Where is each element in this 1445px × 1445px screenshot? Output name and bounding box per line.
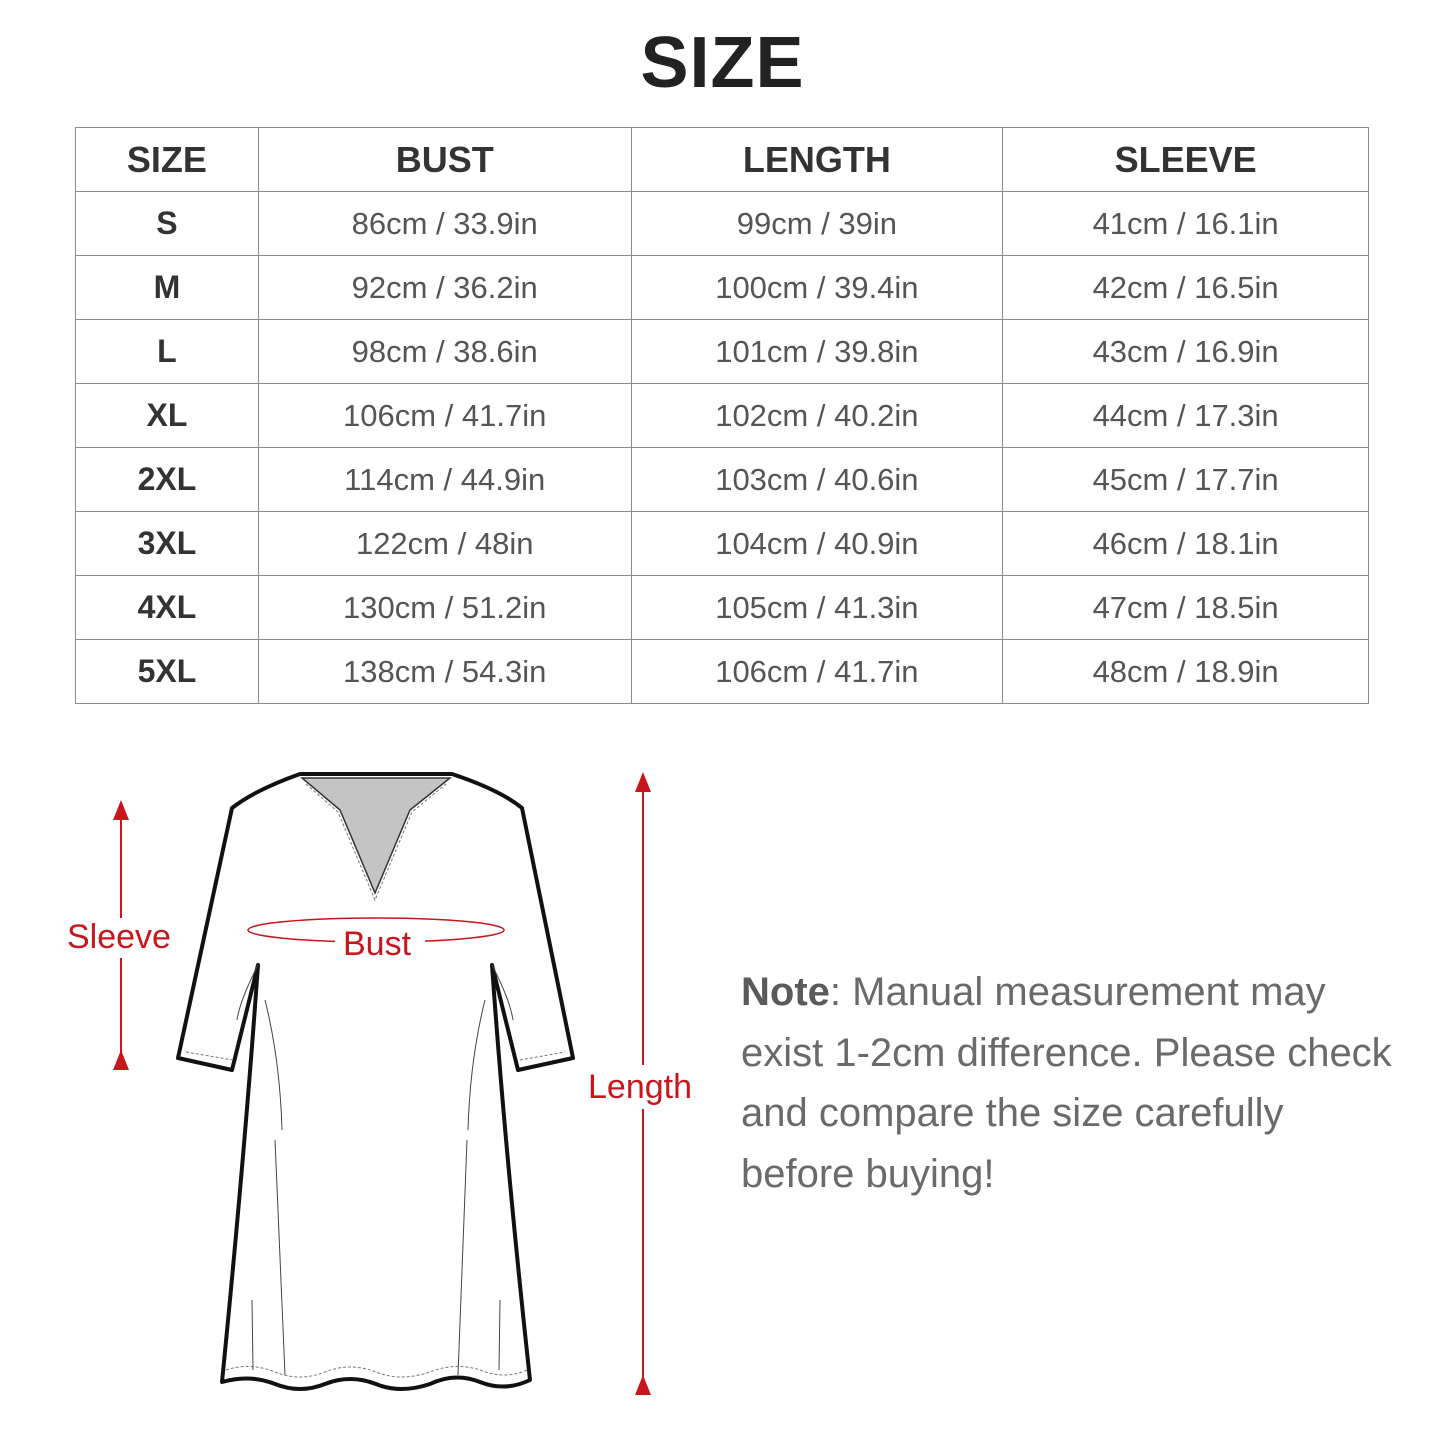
dress-outline xyxy=(176,772,575,1391)
length-label: Length xyxy=(588,1068,692,1106)
bust-cell: 98cm / 38.6in xyxy=(257,319,632,384)
table-row: 2XL 114cm / 44.9in 103cm / 40.6in 45cm / 17… xyxy=(75,447,1369,512)
sleeve-cell: 41cm / 16.1in xyxy=(1002,191,1369,256)
length-cell: 103cm / 40.6in xyxy=(630,447,1004,512)
note-body: : Manual measurement may exist 1-2cm dif… xyxy=(741,970,1392,1196)
bust-label: Bust xyxy=(343,925,412,963)
table-row: L 98cm / 38.6in 101cm / 39.8in 43cm / 16.9i… xyxy=(75,319,1369,384)
sleeve-cell: 42cm / 16.5in xyxy=(1002,255,1369,320)
stitching xyxy=(185,783,566,1378)
sleeve-label: Sleeve xyxy=(67,918,171,956)
size-cell: S xyxy=(75,191,259,256)
sleeve-cell: 43cm / 16.9in xyxy=(1002,319,1369,384)
header-size: SIZE xyxy=(75,127,259,192)
sleeve-cell: 46cm / 18.1in xyxy=(1002,511,1369,576)
bust-cell: 92cm / 36.2in xyxy=(257,255,632,320)
length-cell: 104cm / 40.9in xyxy=(630,511,1004,576)
length-cell: 100cm / 39.4in xyxy=(630,255,1004,320)
size-cell: 5XL xyxy=(75,639,259,704)
size-cell: 4XL xyxy=(75,575,259,640)
size-cell: L xyxy=(75,319,259,384)
size-cell: 3XL xyxy=(75,511,259,576)
bust-cell: 130cm / 51.2in xyxy=(257,575,632,640)
table-row: 3XL 122cm / 48in 104cm / 40.9in 46cm / 18.1… xyxy=(75,511,1369,576)
header-sleeve: SLEEVE xyxy=(1002,127,1369,192)
length-cell: 99cm / 39in xyxy=(630,191,1004,256)
table-row: M 92cm / 36.2in 100cm / 39.4in 42cm / 16.5i… xyxy=(75,255,1369,320)
length-cell: 106cm / 41.7in xyxy=(630,639,1004,704)
fold-lines xyxy=(236,964,514,1376)
note-text: Note: Manual measurement may exist 1-2cm… xyxy=(741,962,1401,1204)
page-title: SIZE xyxy=(640,23,805,103)
bust-cell: 138cm / 54.3in xyxy=(257,639,632,704)
sleeve-cell: 47cm / 18.5in xyxy=(1002,575,1369,640)
length-cell: 102cm / 40.2in xyxy=(630,383,1004,448)
size-cell: XL xyxy=(75,383,259,448)
length-cell: 101cm / 39.8in xyxy=(630,319,1004,384)
header-length: LENGTH xyxy=(630,127,1004,192)
bust-cell: 122cm / 48in xyxy=(257,511,632,576)
sleeve-cell: 48cm / 18.9in xyxy=(1002,639,1369,704)
note-label: Note xyxy=(741,970,830,1014)
table-row: S 86cm / 33.9in 99cm / 39in 41cm / 16.1in xyxy=(75,191,1369,256)
table-row: 5XL 138cm / 54.3in 106cm / 41.7in 48cm / 18… xyxy=(75,639,1369,704)
bust-cell: 114cm / 44.9in xyxy=(257,447,632,512)
size-table: SIZE BUST LENGTH SLEEVE S 86cm / 33.9in 99… xyxy=(75,127,1369,704)
table-row: 4XL 130cm / 51.2in 105cm / 41.3in 47cm / 18… xyxy=(75,575,1369,640)
table-row: XL 106cm / 41.7in 102cm / 40.2in 44cm / 17.… xyxy=(75,383,1369,448)
sleeve-cell: 44cm / 17.3in xyxy=(1002,383,1369,448)
length-cell: 105cm / 41.3in xyxy=(630,575,1004,640)
neckline xyxy=(299,777,453,895)
sleeve-cell: 45cm / 17.7in xyxy=(1002,447,1369,512)
bust-cell: 106cm / 41.7in xyxy=(257,383,632,448)
